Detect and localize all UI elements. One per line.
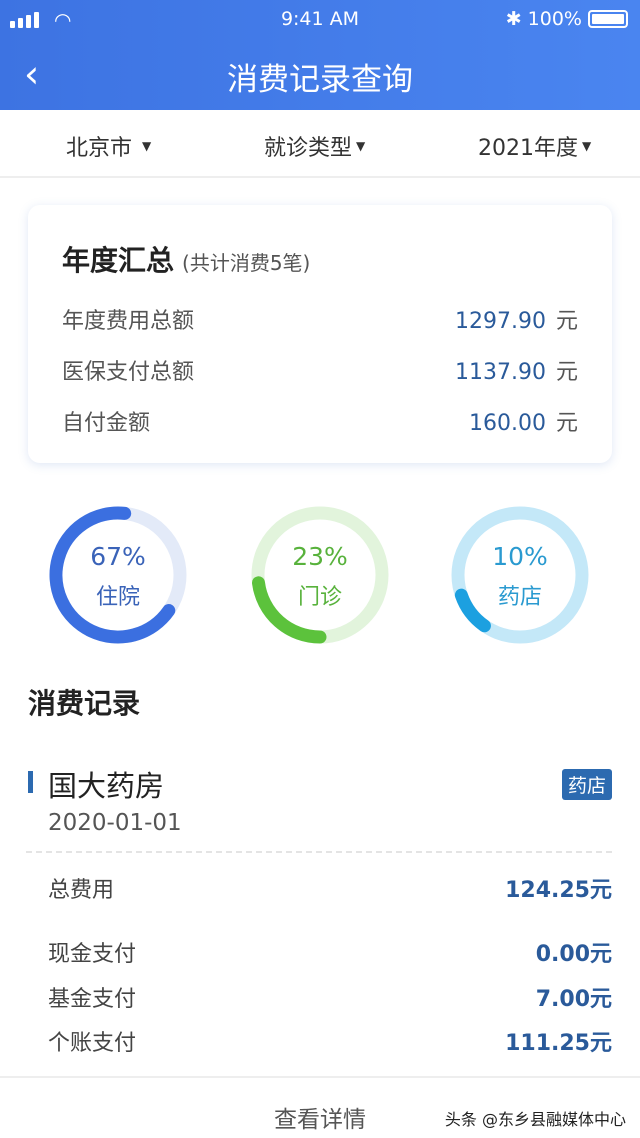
rings-svg: [49, 506, 589, 644]
ring-label-inpatient: 67% 住院: [90, 542, 146, 610]
dropdown-arrow-icon: ▼: [356, 139, 366, 153]
wifi-icon: ◠: [54, 8, 72, 32]
record-type-badge: 药店: [561, 769, 612, 800]
record-row: 基金支付 7.00元: [48, 987, 612, 1012]
filter-bar: 北京市 ▼ 就诊类型 ▼ 2021年度 ▼: [0, 110, 640, 178]
view-details-button[interactable]: 查看详情: [274, 1107, 366, 1133]
ring-arc-inpatient: [49, 506, 176, 644]
signal-icon: [10, 12, 39, 28]
annual-summary-card: 年度汇总 (共计消费5笔) 年度费用总额 1297.90 元 医保支付总额 1137.9…: [28, 205, 612, 463]
ring-label-pharmacy: 10% 药店: [492, 542, 548, 610]
status-time: 9:41 AM: [280, 8, 360, 30]
ring-label-outpatient: 23% 门诊: [292, 542, 348, 610]
record-row: 个账支付 111.25元: [48, 1031, 612, 1056]
year-filter-label: 2021年度: [478, 136, 578, 161]
summary-row: 医保支付总额 1137.90 元: [62, 360, 578, 385]
dropdown-arrow-icon: ▼: [582, 139, 592, 153]
category-rings: 67% 住院 23% 门诊 10% 药店: [0, 500, 640, 650]
summary-row: 自付金额 160.00 元: [62, 411, 578, 436]
ring-arc-pharmacy: [454, 588, 491, 633]
record-name: 国大药房: [48, 769, 165, 803]
record-row: 现金支付 0.00元: [48, 942, 612, 967]
ring-arc-outpatient: [251, 576, 327, 644]
page-title: 消费记录查询: [227, 62, 413, 98]
records-title: 消费记录: [28, 687, 141, 720]
app-header: ◠ 9:41 AM ✱ 100% ‹ 消费记录查询: [0, 0, 640, 110]
city-filter-label: 北京市: [66, 136, 133, 161]
battery-percent: 100%: [527, 8, 582, 30]
divider: [26, 851, 612, 853]
summary-row: 年度费用总额 1297.90 元: [62, 309, 578, 334]
record-accent-bar: [28, 771, 33, 793]
year-filter[interactable]: 2021年度 ▼: [478, 130, 591, 162]
summary-title: 年度汇总 (共计消费5笔): [62, 244, 311, 277]
city-filter[interactable]: 北京市 ▼: [66, 130, 151, 162]
bluetooth-icon: ✱: [505, 8, 522, 30]
status-bar: ◠ 9:41 AM ✱ 100%: [0, 6, 640, 34]
visit-type-filter-label: 就诊类型: [264, 136, 353, 161]
record-row: 总费用 124.25元: [48, 878, 612, 903]
battery-icon: [588, 10, 628, 28]
footer: 查看详情 头条 @东乡县融媒体中心: [0, 1076, 640, 1138]
visit-type-filter[interactable]: 就诊类型 ▼: [264, 130, 365, 162]
record-date: 2020-01-01: [48, 810, 182, 836]
back-button[interactable]: ‹: [24, 52, 40, 96]
watermark: 头条 @东乡县融媒体中心: [444, 1110, 626, 1129]
dropdown-arrow-icon: ▼: [142, 139, 152, 153]
summary-subtitle: (共计消费5笔): [182, 251, 311, 275]
ring-track-pharmacy: [451, 506, 589, 644]
